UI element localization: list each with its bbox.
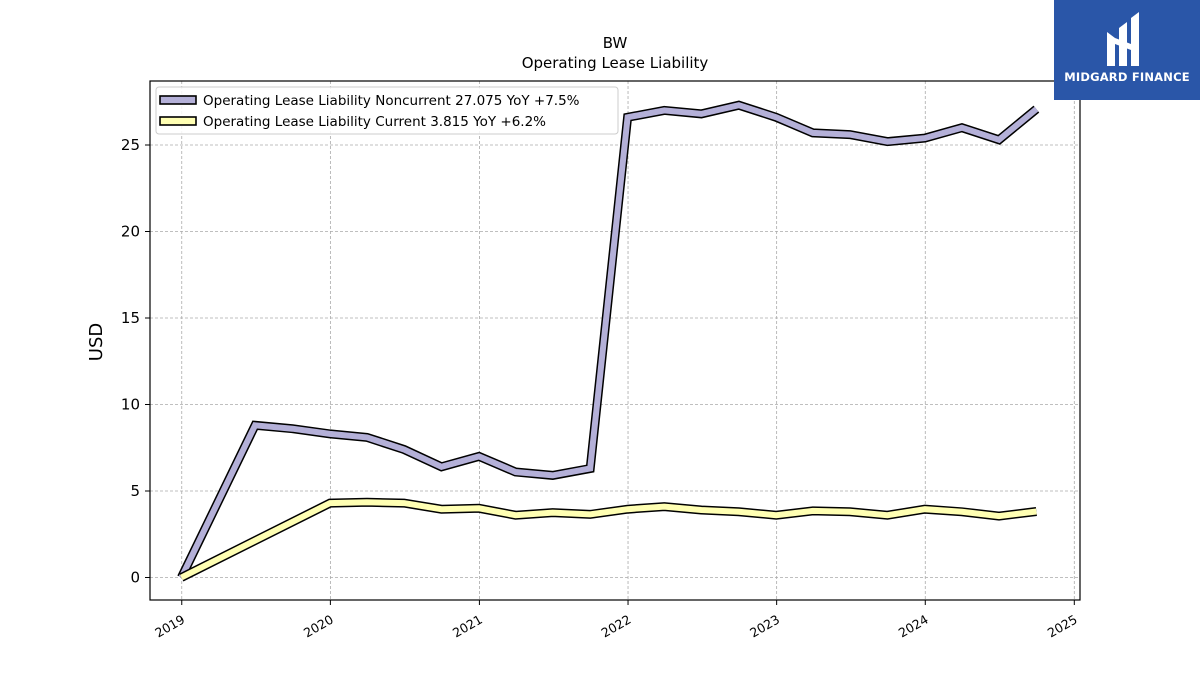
y-tick-label: 0 (130, 569, 140, 587)
series-line-current (180, 499, 1037, 581)
y-tick-label: 25 (121, 136, 140, 154)
x-tick-label: 2022 (598, 612, 633, 641)
x-tick-label: 2020 (301, 612, 336, 641)
series-layer (177, 100, 1040, 582)
legend-label-current: Operating Lease Liability Current 3.815 … (203, 114, 546, 130)
chart-title: BW (603, 34, 628, 52)
legend-swatch-noncurrent (159, 95, 197, 105)
logo-mark-icon (1107, 12, 1139, 66)
legend-swatch-current (159, 116, 197, 126)
plot-frame (149, 80, 1081, 601)
x-tick-label: 2024 (896, 612, 931, 641)
legend: Operating Lease Liability Noncurrent 27.… (155, 86, 619, 135)
midgard-finance-logo: MIDGARD FINANCE (1054, 0, 1200, 100)
y-axis-label: USD (86, 323, 107, 361)
series-line-noncurrent (178, 102, 1039, 579)
legend-label-noncurrent: Operating Lease Liability Noncurrent 27.… (203, 93, 580, 109)
logo-text: MIDGARD FINANCE (1064, 70, 1190, 84)
x-tick-label: 2025 (1045, 612, 1080, 641)
x-tick-label: 2019 (152, 612, 187, 641)
x-tick-label: 2023 (747, 612, 782, 641)
chart-subtitle: Operating Lease Liability (522, 54, 709, 72)
x-tick-label: 2021 (450, 612, 485, 641)
y-tick-label: 20 (121, 223, 140, 241)
series-line-outline-noncurrent (177, 100, 1040, 580)
y-tick-label: 15 (121, 309, 140, 327)
y-tick-label: 10 (121, 396, 140, 414)
y-tick-label: 5 (130, 482, 140, 500)
legend-box (155, 86, 619, 135)
